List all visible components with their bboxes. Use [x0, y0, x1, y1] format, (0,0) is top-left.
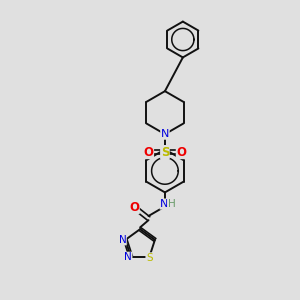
- Text: S: S: [161, 146, 169, 159]
- Text: O: O: [176, 146, 186, 159]
- Text: O: O: [129, 200, 139, 214]
- Text: N: N: [160, 199, 169, 209]
- Text: H: H: [168, 199, 176, 209]
- Text: O: O: [143, 146, 154, 159]
- Text: N: N: [118, 235, 126, 245]
- Text: N: N: [161, 129, 169, 139]
- Text: N: N: [124, 252, 132, 262]
- Text: S: S: [146, 253, 153, 263]
